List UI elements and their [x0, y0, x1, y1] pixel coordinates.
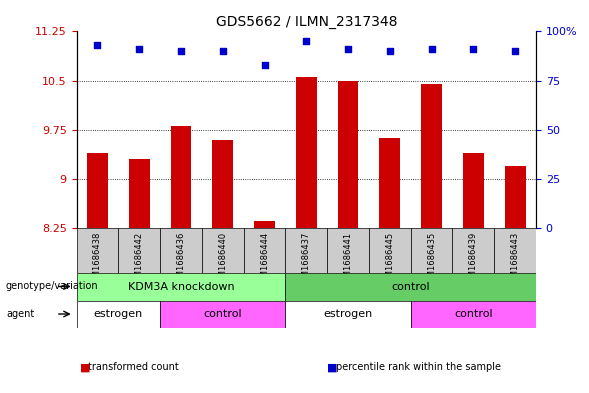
Point — [176, 48, 186, 54]
Text: GSM1686440: GSM1686440 — [219, 231, 227, 288]
FancyBboxPatch shape — [286, 273, 536, 301]
FancyBboxPatch shape — [286, 228, 327, 273]
Text: genotype/variation: genotype/variation — [6, 281, 98, 292]
Text: GSM1686445: GSM1686445 — [385, 231, 394, 288]
Text: control: control — [203, 309, 242, 320]
Bar — [379, 138, 401, 228]
Text: GSM1686443: GSM1686443 — [511, 231, 519, 288]
FancyBboxPatch shape — [77, 273, 286, 301]
Bar — [87, 152, 108, 228]
FancyBboxPatch shape — [118, 228, 160, 273]
FancyBboxPatch shape — [411, 228, 452, 273]
Point — [511, 48, 520, 54]
Text: control: control — [391, 282, 430, 292]
Text: GSM1686436: GSM1686436 — [177, 231, 186, 288]
FancyBboxPatch shape — [327, 228, 369, 273]
FancyBboxPatch shape — [77, 228, 118, 273]
Text: GSM1686438: GSM1686438 — [93, 231, 102, 288]
Point — [427, 46, 436, 52]
FancyBboxPatch shape — [202, 228, 244, 273]
Bar — [421, 84, 442, 228]
Bar — [171, 127, 191, 228]
FancyBboxPatch shape — [160, 301, 286, 328]
Bar — [212, 140, 233, 228]
Title: GDS5662 / ILMN_2317348: GDS5662 / ILMN_2317348 — [216, 15, 397, 29]
Text: agent: agent — [6, 309, 34, 319]
Text: estrogen: estrogen — [323, 309, 373, 320]
Text: GSM1686444: GSM1686444 — [260, 231, 269, 288]
Text: estrogen: estrogen — [94, 309, 143, 320]
Text: GSM1686437: GSM1686437 — [302, 231, 311, 288]
Point — [385, 48, 395, 54]
Bar — [129, 159, 150, 228]
FancyBboxPatch shape — [452, 228, 494, 273]
Point — [302, 38, 311, 44]
Text: control: control — [454, 309, 492, 320]
FancyBboxPatch shape — [369, 228, 411, 273]
Bar — [254, 221, 275, 228]
Text: ■: ■ — [327, 362, 337, 373]
FancyBboxPatch shape — [286, 301, 411, 328]
FancyBboxPatch shape — [411, 301, 536, 328]
Bar — [505, 166, 525, 228]
Text: percentile rank within the sample: percentile rank within the sample — [336, 362, 501, 373]
FancyBboxPatch shape — [77, 301, 160, 328]
Text: GSM1686442: GSM1686442 — [135, 231, 144, 288]
Point — [260, 62, 269, 68]
Point — [92, 42, 102, 48]
FancyBboxPatch shape — [494, 228, 536, 273]
Text: GSM1686441: GSM1686441 — [343, 231, 353, 288]
Point — [343, 46, 353, 52]
FancyBboxPatch shape — [160, 228, 202, 273]
Text: ■: ■ — [80, 362, 90, 373]
Point — [134, 46, 144, 52]
Point — [218, 48, 227, 54]
Text: transformed count: transformed count — [88, 362, 179, 373]
Bar — [337, 81, 359, 228]
Bar — [296, 77, 317, 228]
Bar — [463, 152, 484, 228]
FancyBboxPatch shape — [244, 228, 286, 273]
Text: GSM1686435: GSM1686435 — [427, 231, 436, 288]
Text: KDM3A knockdown: KDM3A knockdown — [128, 282, 234, 292]
Point — [469, 46, 478, 52]
Text: GSM1686439: GSM1686439 — [469, 231, 478, 288]
